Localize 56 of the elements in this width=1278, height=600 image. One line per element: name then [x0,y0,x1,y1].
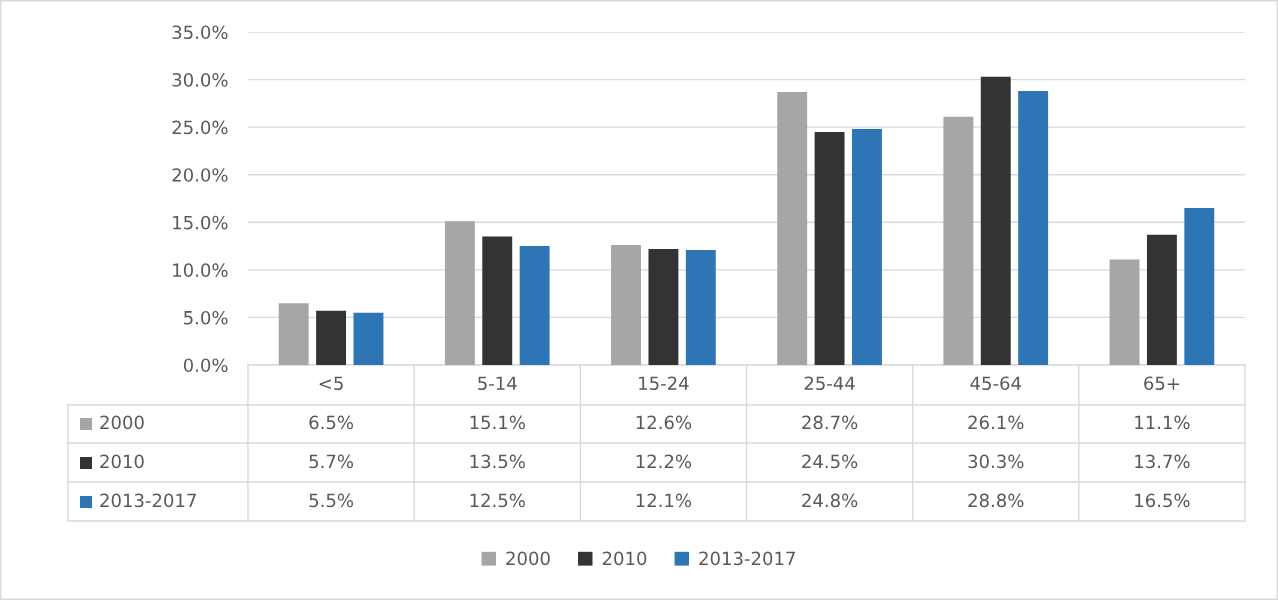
bar [316,310,347,365]
data-label: 5.5% [309,493,354,508]
y-tick-label: 30.0% [172,73,228,87]
data-label: 12.6% [636,415,692,430]
data-label: 16.5% [1135,493,1190,508]
data-label: 15.1% [470,415,525,430]
bar [852,129,882,365]
bar [519,246,550,365]
y-tick-label: 35.0% [172,25,228,40]
data-label: 12.2% [636,454,692,469]
legend-label: 2013-2017 [699,551,795,566]
data-label: 24.5% [802,454,858,469]
data-label: 12.5% [470,493,525,508]
y-tick-label: 0.0% [183,358,228,373]
bar [1146,234,1177,365]
bar [648,248,679,365]
text: 2010 [100,454,144,469]
y-tick-label: 15.0% [173,215,228,230]
bar [777,91,808,365]
bar [353,312,384,365]
bar [278,303,309,365]
data-label: 28.8% [968,493,1024,508]
y-tick-label: 5.0% [184,310,228,325]
y-tick-label: 10.0% [173,263,228,277]
y-tick-label: 25.0% [172,120,228,135]
bar [1018,90,1049,365]
bar [685,249,716,365]
text: 2000 [506,551,550,566]
legend-label: 2000 [100,415,144,430]
bar [1184,208,1215,365]
data-label: 24.8% [802,493,858,508]
text: 2013-2017 [100,493,196,508]
legend-label: 2010 [602,551,647,566]
bar [980,76,1011,365]
x-tick-label: 45-64 [970,376,1021,391]
data-label: 30.3% [968,454,1024,469]
x-tick-label: 5-14 [478,376,517,391]
bar [943,116,974,365]
x-tick-label: 65+ [1144,376,1180,391]
bar [444,221,475,365]
bar [611,245,641,365]
x-tick-label: 15-24 [639,376,689,391]
data-label: 28.7% [802,415,858,430]
data-label: 6.5% [309,415,354,430]
x-tick-label: <5 [319,376,343,391]
data-label: 11.1% [1135,415,1190,430]
data-label: 13.5% [470,454,525,469]
bar [482,236,513,365]
data-label: 12.1% [636,493,692,508]
bar [814,131,845,365]
data-label: 26.1% [968,415,1024,430]
bar [1109,259,1140,365]
y-tick-label: 20.0% [172,168,228,182]
data-label: 13.7% [1135,454,1190,469]
x-tick-label: 25-44 [804,376,855,391]
data-label: 5.7% [309,454,354,469]
